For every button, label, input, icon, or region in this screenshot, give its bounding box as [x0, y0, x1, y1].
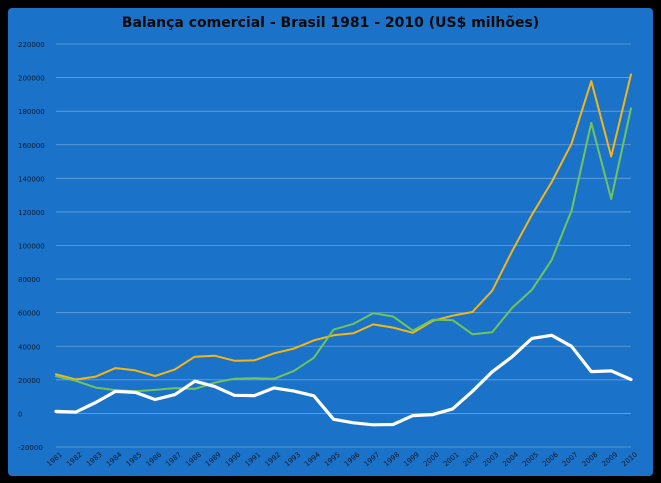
y-tick-label: 0	[18, 410, 22, 418]
x-tick-label: 1989	[204, 451, 223, 469]
x-tick-label: 2002	[462, 451, 481, 469]
x-tick-label: 1994	[303, 450, 322, 468]
x-tick-label: 1988	[184, 451, 203, 469]
y-tick-label: 120000	[18, 209, 45, 217]
x-tick-label: 1984	[105, 450, 124, 468]
x-tick-label: 2007	[561, 451, 580, 469]
y-tick-label: 40000	[18, 343, 40, 351]
x-tick-label: 2004	[501, 450, 520, 468]
series-line-1	[55, 73, 632, 381]
y-tick-label: 160000	[18, 142, 45, 150]
x-tick-label: 2001	[442, 451, 461, 469]
y-tick-label: -20000	[18, 444, 43, 452]
x-tick-label: 1987	[164, 451, 183, 469]
x-tick-label: 1992	[263, 451, 282, 469]
x-tick-label: 1982	[65, 451, 84, 469]
x-tick-label: 2000	[422, 451, 441, 469]
chart-panel: Balança comercial - Brasil 1981 - 2010 (…	[8, 8, 653, 476]
x-tick-label: 1998	[382, 451, 401, 469]
x-tick-label: 2009	[600, 451, 619, 469]
y-tick-label: 180000	[18, 108, 45, 116]
x-tick-label: 1991	[244, 451, 263, 469]
series-line-3	[54, 333, 633, 427]
x-tick-label: 2005	[521, 451, 540, 469]
chart-title: Balança comercial - Brasil 1981 - 2010 (…	[121, 15, 540, 31]
x-tick-label: 1990	[224, 451, 243, 469]
x-tick-label: 1981	[45, 451, 64, 469]
x-tick-label: 2006	[541, 450, 560, 468]
gridlines	[56, 43, 631, 448]
x-tick-label: 1993	[283, 451, 302, 469]
x-tick-label: 2010	[620, 451, 639, 469]
x-tick-label: 1996	[343, 450, 362, 468]
x-tick-label: 1999	[402, 451, 421, 469]
x-axis-ticks: 1981 1982 1983 1984 1985 1986 1987 1988 1989 1990…	[45, 450, 639, 468]
series-line-2	[55, 107, 632, 393]
x-tick-label: 1985	[125, 451, 144, 469]
x-tick-label: 1995	[323, 451, 342, 469]
y-tick-label: 200000	[18, 75, 45, 83]
y-tick-label: 140000	[18, 175, 45, 183]
y-tick-label: 20000	[18, 377, 40, 385]
x-tick-label: 2003	[482, 451, 501, 469]
y-axis-ticks: -20000 0 20000 40000 60000 80000 100000 120000 1…	[18, 41, 45, 452]
x-tick-label: 1983	[85, 451, 104, 469]
y-tick-label: 60000	[18, 310, 40, 318]
x-tick-label: 1997	[363, 451, 382, 469]
line-chart: -20000 0 20000 40000 60000 80000 100000 120000 1…	[18, 41, 639, 468]
y-tick-label: 220000	[18, 41, 45, 49]
series-lines	[54, 73, 633, 427]
y-tick-label: 80000	[18, 276, 40, 284]
x-tick-label: 2008	[581, 451, 600, 469]
x-tick-label: 1986	[144, 450, 163, 468]
y-tick-label: 100000	[18, 243, 45, 251]
